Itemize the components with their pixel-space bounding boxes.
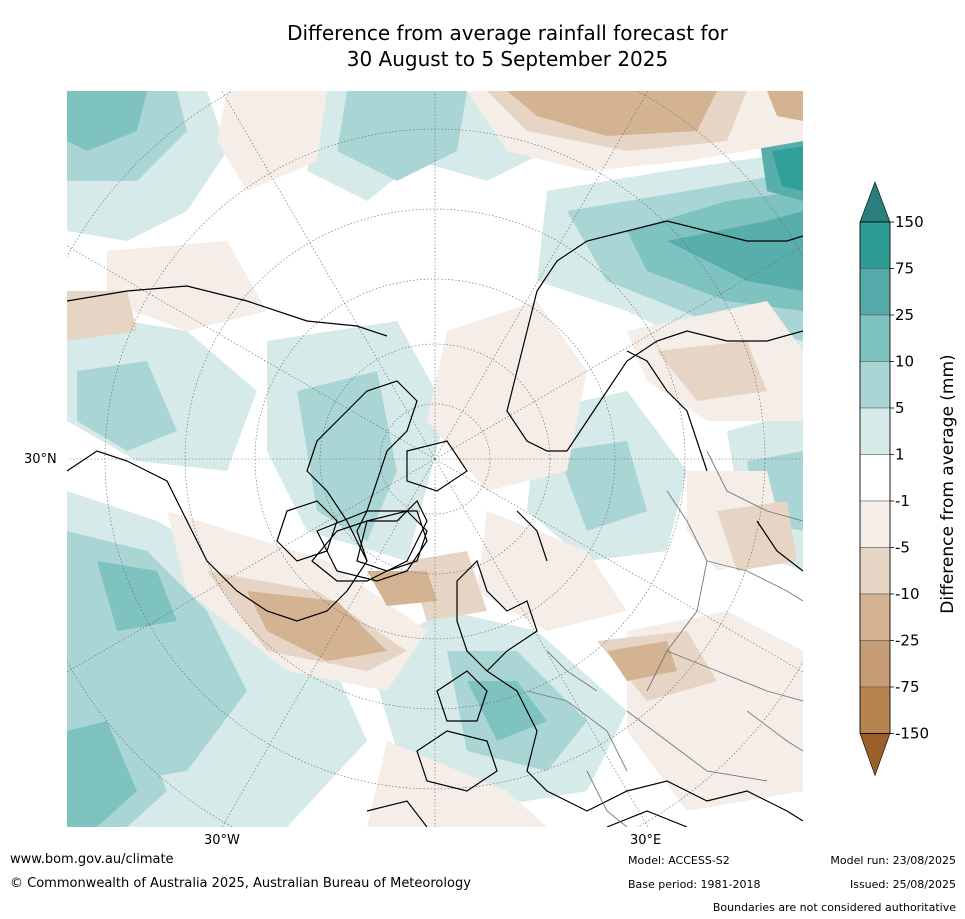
- country-boundaries: [526, 450, 803, 827]
- colorbar-outline: [859, 221, 891, 734]
- lon-label-30w: 30°W: [204, 833, 240, 848]
- lon-label-30e: 30°E: [630, 833, 662, 848]
- colorbar-arrow-bottom: [859, 733, 891, 777]
- colorbar-swatch: [859, 454, 891, 502]
- colorbar-tick-label: 10: [895, 353, 914, 371]
- colorbar-swatch: [859, 361, 891, 409]
- footer-base-period: Base period: 1981-2018: [628, 878, 761, 891]
- footer-website: www.bom.gov.au/climate: [10, 852, 174, 867]
- colorbar-tick-label: -1: [895, 492, 910, 510]
- footer-copyright: © Commonwealth of Australia 2025, Austra…: [10, 876, 471, 891]
- colorbar-tick-label: -10: [895, 585, 920, 603]
- colorbar-tick-label: 1: [895, 446, 905, 464]
- colorbar: 150 75 25 10 5 1 -1 -5 -10 -25 -75 -150: [855, 180, 965, 785]
- footer-disclaimer: Boundaries are not considered authoritat…: [712, 901, 956, 914]
- coastlines: [67, 220, 803, 827]
- map-svg: [67, 91, 803, 827]
- footer-model: Model: ACCESS-S2: [628, 854, 730, 867]
- colorbar-swatch: [859, 314, 891, 362]
- title-line-1: Difference from average rainfall forecas…: [287, 21, 728, 45]
- colorbar-tick-label: 5: [895, 399, 905, 417]
- colorbar-swatch: [859, 268, 891, 316]
- rainfall-anomaly-map: [67, 91, 803, 827]
- colorbar-swatch: [859, 221, 891, 269]
- dry-anomaly-strong: [247, 91, 803, 681]
- colorbar-swatch: [859, 593, 891, 641]
- colorbar-swatch: [859, 640, 891, 688]
- colorbar-swatch: [859, 407, 891, 455]
- colorbar-svg: 150 75 25 10 5 1 -1 -5 -10 -25 -75 -150: [859, 181, 929, 777]
- colorbar-tick-label: 150: [895, 213, 924, 231]
- footer-issued: Issued: 25/08/2025: [849, 878, 956, 891]
- wet-anomaly-strong: [67, 91, 803, 827]
- colorbar-tick-label: -150: [895, 725, 929, 743]
- colorbar-arrow-top: [859, 181, 891, 223]
- colorbar-tick-label: 25: [895, 306, 914, 324]
- colorbar-tick-label: -5: [895, 539, 910, 557]
- lat-label-30n: 30°N: [24, 452, 57, 467]
- title-line-2: 30 August to 5 September 2025: [346, 47, 669, 71]
- colorbar-tick-label: -25: [895, 632, 920, 650]
- footer-model-run: Model run: 23/08/2025: [830, 854, 956, 867]
- colorbar-title: Difference from average (mm): [938, 354, 958, 614]
- colorbar-swatch: [859, 547, 891, 595]
- colorbar-swatch: [859, 686, 891, 734]
- graticule: [67, 91, 803, 827]
- colorbar-tick-label: 75: [895, 260, 914, 278]
- colorbar-tick-label: -75: [895, 678, 920, 696]
- colorbar-swatch: [859, 500, 891, 548]
- map-title: Difference from average rainfall forecas…: [0, 20, 965, 72]
